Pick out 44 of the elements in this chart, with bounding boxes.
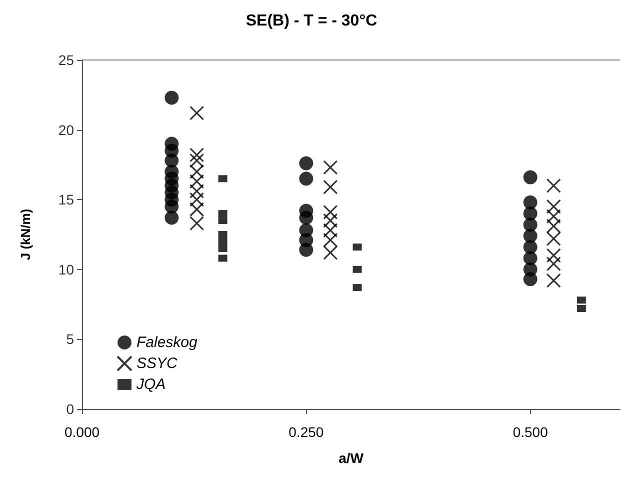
chart-title: SE(B) - T = - 30°C <box>246 12 378 30</box>
point <box>523 272 538 286</box>
point <box>323 204 338 220</box>
point <box>218 175 228 182</box>
point <box>189 148 204 162</box>
point <box>576 304 586 312</box>
point <box>546 256 561 272</box>
point <box>323 180 338 194</box>
x-tick-label: 0.000 <box>64 424 100 440</box>
y-tick-label: 0 <box>66 401 74 417</box>
point <box>164 90 179 105</box>
legend-label: Faleskog <box>136 334 198 351</box>
y-tick-label: 20 <box>58 122 74 138</box>
point <box>299 242 314 257</box>
legend-label: SSYC <box>136 355 178 372</box>
point <box>299 172 314 186</box>
x-tick-label: 0.250 <box>288 424 324 440</box>
point <box>189 106 204 120</box>
legend-label: JQA <box>136 376 166 393</box>
x-tick-label: 0.500 <box>512 424 548 440</box>
point <box>299 156 314 170</box>
point <box>323 160 338 175</box>
x-axis-title: a/W <box>338 450 364 466</box>
point <box>352 266 362 273</box>
y-tick-label: 15 <box>58 192 74 208</box>
point <box>218 244 228 252</box>
point <box>523 170 538 184</box>
point <box>352 244 362 251</box>
point <box>218 231 228 238</box>
point <box>299 210 314 225</box>
y-tick-label: 25 <box>58 52 74 68</box>
point <box>218 254 228 262</box>
point <box>576 296 586 304</box>
point <box>546 178 561 193</box>
point <box>218 238 228 245</box>
y-tick-label: 10 <box>58 261 74 278</box>
y-tick-label: 5 <box>66 331 74 348</box>
point <box>218 210 228 218</box>
point <box>218 217 228 224</box>
point <box>546 273 561 288</box>
point <box>546 248 561 263</box>
point <box>352 284 362 292</box>
point <box>164 210 179 225</box>
y-axis-title: J (kN/m) <box>18 208 33 260</box>
